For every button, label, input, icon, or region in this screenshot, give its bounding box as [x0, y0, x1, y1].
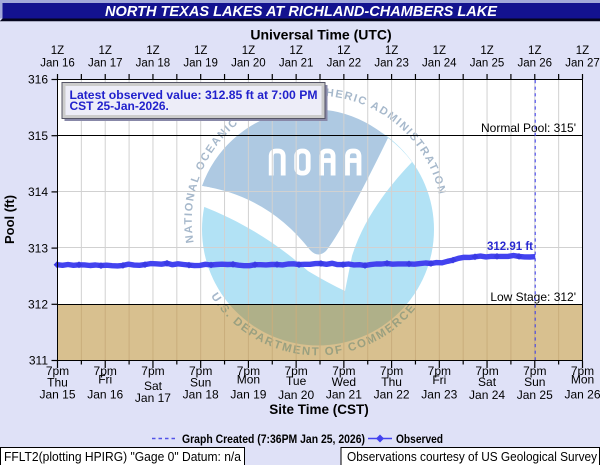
svg-text:1Z: 1Z — [528, 45, 541, 57]
svg-text:7pm: 7pm — [237, 364, 260, 378]
svg-text:Latest observed value: 312.85: Latest observed value: 312.85 ft at 7:00… — [70, 88, 318, 102]
svg-text:Jan 19: Jan 19 — [183, 58, 218, 70]
svg-text:Tue: Tue — [286, 374, 307, 388]
svg-text:313: 313 — [28, 241, 48, 255]
svg-text:Wed: Wed — [332, 375, 356, 389]
svg-text:Jan 25: Jan 25 — [470, 58, 505, 70]
svg-text:Sun: Sun — [190, 376, 211, 390]
svg-text:1Z: 1Z — [194, 45, 207, 57]
svg-text:Low Stage: 312': Low Stage: 312' — [490, 290, 576, 304]
svg-text:1Z: 1Z — [99, 45, 112, 57]
svg-text:Fri: Fri — [432, 373, 446, 387]
svg-text:Jan 16: Jan 16 — [87, 388, 123, 402]
svg-text:Jan 17: Jan 17 — [135, 391, 171, 405]
svg-text:7pm: 7pm — [189, 364, 212, 378]
svg-text:Jan 26: Jan 26 — [518, 58, 553, 70]
svg-text:Jan 15: Jan 15 — [39, 388, 75, 402]
svg-text:Jan 21: Jan 21 — [279, 58, 314, 70]
svg-text:1Z: 1Z — [146, 45, 159, 57]
svg-text:7pm: 7pm — [46, 364, 69, 378]
svg-text:7pm: 7pm — [523, 364, 546, 378]
svg-text:Sat: Sat — [478, 375, 497, 389]
svg-text:312: 312 — [28, 298, 48, 312]
svg-text:Jan 23: Jan 23 — [374, 58, 409, 70]
svg-text:7pm: 7pm — [428, 364, 451, 378]
svg-text:1Z: 1Z — [289, 45, 302, 57]
svg-text:Jan 18: Jan 18 — [136, 58, 171, 70]
svg-text:CST 25-Jan-2026.: CST 25-Jan-2026. — [70, 99, 169, 113]
svg-text:Thu: Thu — [47, 376, 68, 390]
svg-text:316: 316 — [28, 73, 48, 87]
svg-text:Thu: Thu — [381, 375, 402, 389]
svg-text:1Z: 1Z — [51, 45, 64, 57]
svg-text:Jan 23: Jan 23 — [421, 388, 457, 402]
svg-text:Jan 16: Jan 16 — [40, 58, 75, 70]
svg-text:1Z: 1Z — [242, 45, 255, 57]
svg-text:Normal Pool: 315': Normal Pool: 315' — [481, 121, 576, 135]
svg-text:Sat: Sat — [144, 379, 163, 393]
svg-text:312.91 ft: 312.91 ft — [487, 241, 533, 253]
svg-text:Jan 22: Jan 22 — [327, 58, 362, 70]
svg-text:Mon: Mon — [237, 373, 260, 387]
svg-text:7pm: 7pm — [380, 364, 403, 378]
svg-text:7pm: 7pm — [141, 364, 164, 378]
svg-text:Jan 26: Jan 26 — [564, 388, 600, 402]
svg-text:Jan 20: Jan 20 — [278, 388, 314, 402]
svg-text:NORTH TEXAS LAKES AT RICHLAND-: NORTH TEXAS LAKES AT RICHLAND-CHAMBERS L… — [105, 3, 498, 20]
svg-text:Jan 18: Jan 18 — [183, 388, 219, 402]
svg-text:Observed: Observed — [396, 432, 443, 446]
svg-text:7pm: 7pm — [94, 364, 117, 378]
svg-text:Universal Time (UTC): Universal Time (UTC) — [250, 27, 391, 43]
svg-text:Fri: Fri — [98, 373, 112, 387]
svg-text:Jan 27: Jan 27 — [565, 58, 600, 70]
svg-text:1Z: 1Z — [385, 45, 398, 57]
svg-text:Site Time (CST): Site Time (CST) — [269, 402, 369, 417]
svg-text:7pm: 7pm — [571, 364, 594, 378]
svg-text:Jan 24: Jan 24 — [469, 388, 505, 402]
svg-text:7pm: 7pm — [284, 364, 307, 378]
svg-text:Jan 21: Jan 21 — [326, 388, 362, 402]
svg-text:Mon: Mon — [571, 373, 594, 387]
svg-text:Jan 19: Jan 19 — [230, 388, 266, 402]
svg-text:314: 314 — [28, 185, 48, 199]
svg-text:311: 311 — [29, 354, 48, 368]
svg-text:7pm: 7pm — [332, 364, 355, 378]
svg-text:Observations courtesy of US Ge: Observations courtesy of US Geological S… — [347, 450, 598, 464]
svg-text:Graph Created (7:36PM Jan 25,: Graph Created (7:36PM Jan 25, 2026) — [182, 432, 365, 446]
svg-text:1Z: 1Z — [480, 45, 493, 57]
svg-text:Jan 17: Jan 17 — [88, 58, 123, 70]
svg-text:Sun: Sun — [524, 375, 545, 389]
svg-text:FFLT2(plotting HPIRG) "Gage 0": FFLT2(plotting HPIRG) "Gage 0" Datum: n/… — [4, 450, 241, 464]
svg-text:315: 315 — [28, 129, 48, 143]
svg-text:Jan 24: Jan 24 — [422, 58, 457, 70]
svg-text:Jan 25: Jan 25 — [517, 388, 553, 402]
svg-text:1Z: 1Z — [433, 45, 446, 57]
svg-text:Jan 20: Jan 20 — [231, 58, 266, 70]
svg-text:7pm: 7pm — [475, 364, 498, 378]
svg-text:Jan 22: Jan 22 — [374, 388, 410, 402]
svg-text:1Z: 1Z — [576, 45, 589, 57]
svg-text:Pool (ft): Pool (ft) — [2, 195, 17, 244]
svg-text:1Z: 1Z — [337, 45, 350, 57]
